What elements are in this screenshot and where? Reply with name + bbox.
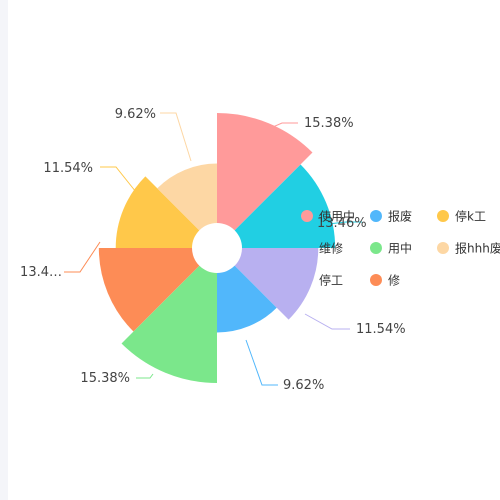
slice-1[interactable] (217, 113, 313, 248)
leader-line-5 (136, 373, 154, 379)
slice-3[interactable] (217, 248, 319, 320)
legend-item-4[interactable]: 维修 (319, 241, 343, 256)
legend-marker-8 (370, 274, 382, 286)
leader-line-6 (64, 241, 101, 273)
slice-label-3: 11.54% (356, 322, 406, 337)
legend-marker-3 (437, 210, 449, 222)
legend-marker-2 (370, 210, 382, 222)
legend-text-4: 维修 (319, 241, 343, 256)
slice-label-5: 15.38% (80, 371, 130, 386)
slice-7[interactable] (115, 176, 217, 248)
center-hole (192, 223, 242, 273)
legend-text-1: 使用中 (319, 209, 355, 224)
slice-label-8: 9.62% (115, 107, 156, 122)
legend-item-5[interactable]: 用中 (370, 241, 412, 256)
legend-item-2[interactable]: 报废 (370, 209, 412, 224)
slice-6[interactable] (98, 248, 217, 332)
legend-text-7: 停工 (319, 273, 343, 288)
slices-group (98, 113, 336, 383)
legend-text-6: 报hhh废 (455, 241, 500, 256)
slice-4[interactable] (217, 248, 277, 333)
leader-line-1 (265, 122, 298, 131)
leader-line-3 (304, 313, 350, 330)
slice-label-4: 9.62% (283, 378, 324, 393)
legend-item-6[interactable]: 报hhh废 (437, 241, 500, 256)
leader-line-7 (100, 166, 137, 193)
legend-item-1[interactable]: 使用中 (301, 209, 355, 224)
legend-marker-6 (437, 242, 449, 254)
slice-5[interactable] (121, 248, 217, 383)
slice-label-7: 11.54% (43, 161, 93, 176)
legend-item-8[interactable]: 修 (370, 273, 400, 288)
slice-label-2: 13.46% (317, 216, 367, 231)
legend-marker-5 (370, 242, 382, 254)
legend-item-3[interactable]: 停k工 (437, 209, 486, 224)
slice-label-6: 13.4… (20, 265, 62, 280)
leader-line-8 (160, 112, 192, 162)
leader-lines-group (64, 112, 362, 386)
slice-2[interactable] (217, 164, 336, 248)
legend-text-8: 修 (388, 273, 400, 288)
legend-text-5: 用中 (388, 241, 412, 256)
slice-labels-group: 15.38% 13.46% 11.54% 9.62% 15.38% 13.4… 11.54%… (20, 107, 406, 393)
legend-text-3: 停k工 (455, 209, 486, 224)
slice-8[interactable] (157, 163, 217, 248)
leader-line-2 (327, 221, 362, 225)
slice-label-1: 15.38% (304, 116, 354, 131)
leader-line-4 (245, 339, 278, 386)
legend-marker-1 (301, 210, 313, 222)
legend-text-2: 报废 (388, 209, 412, 224)
legend-item-7[interactable]: 停工 (319, 273, 343, 288)
